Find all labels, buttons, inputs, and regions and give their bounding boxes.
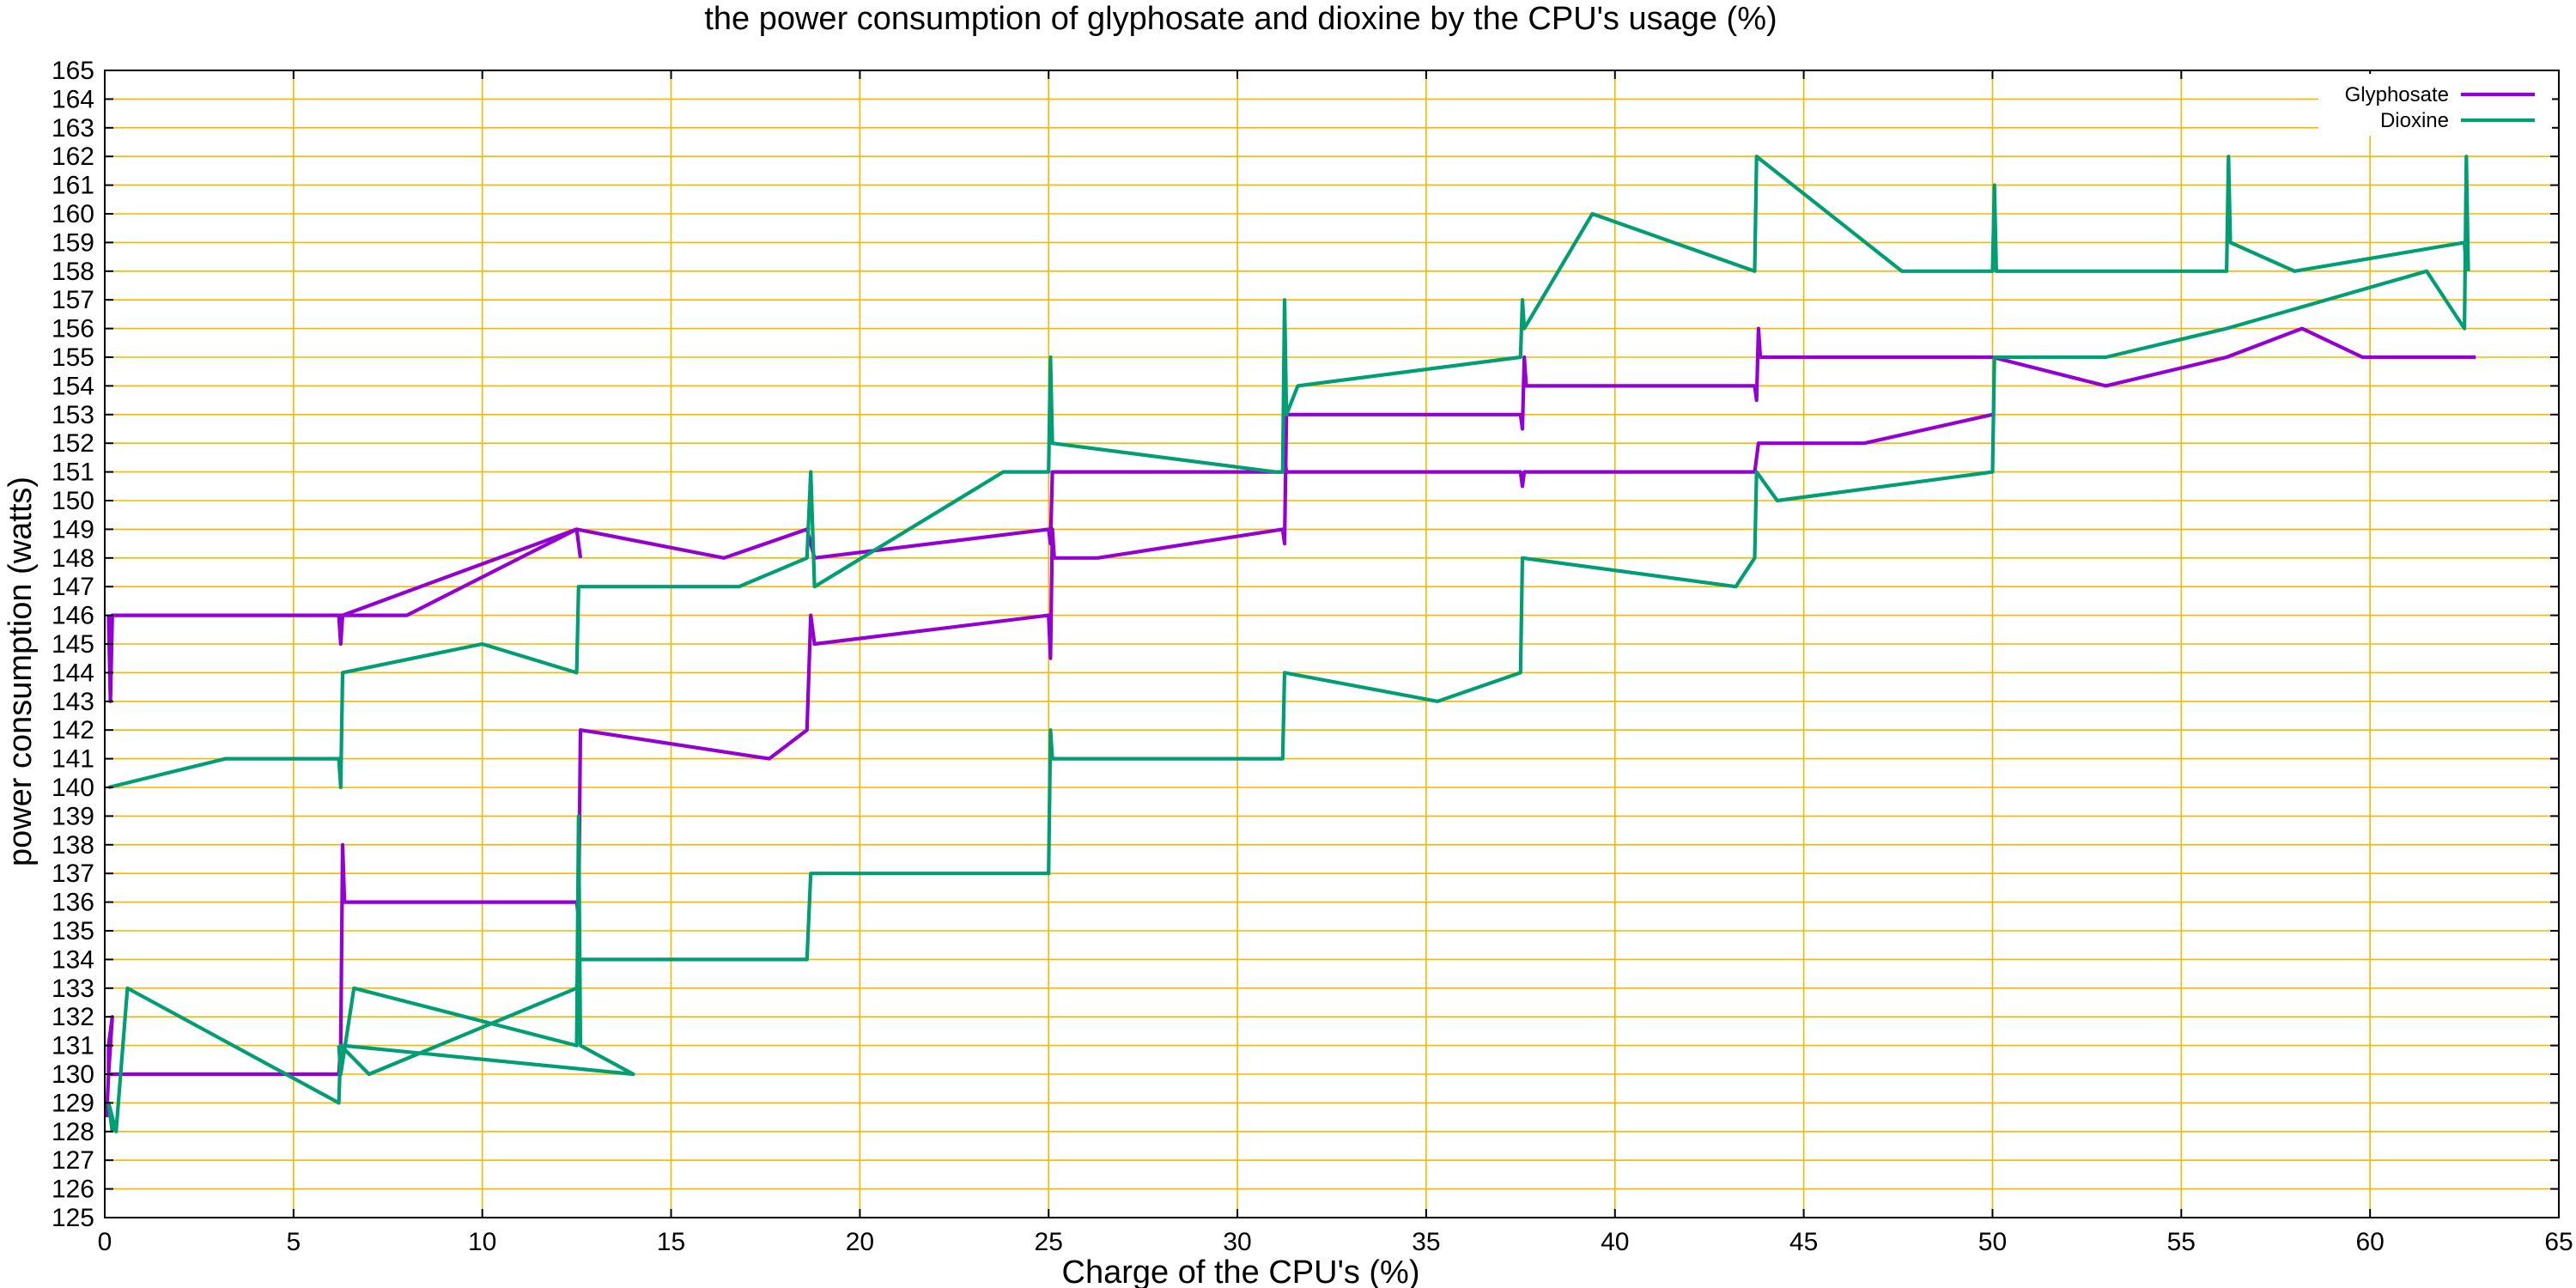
y-tick-label: 129 xyxy=(52,1089,94,1117)
y-tick-label: 145 xyxy=(52,630,94,659)
legend-box xyxy=(2318,74,2552,136)
y-tick-label: 160 xyxy=(52,200,94,228)
x-tick-label: 65 xyxy=(2544,1228,2573,1256)
y-tick-label: 138 xyxy=(52,831,94,860)
y-tick-label: 130 xyxy=(52,1060,94,1089)
y-tick-label: 159 xyxy=(52,228,94,257)
series-line-glyphosate xyxy=(105,326,2476,1118)
y-tick-label: 131 xyxy=(52,1032,94,1060)
y-tick-label: 149 xyxy=(52,515,94,544)
y-tick-label: 125 xyxy=(52,1204,94,1232)
y-tick-label: 162 xyxy=(52,143,94,171)
y-tick-label: 155 xyxy=(52,343,94,372)
grid-lines xyxy=(104,70,2560,1218)
legend-label-dioxine: Dioxine xyxy=(2380,109,2449,132)
legend-label-glyphosate: Glyphosate xyxy=(2345,83,2449,106)
x-tick-label: 60 xyxy=(2355,1228,2384,1256)
x-tick-label: 50 xyxy=(1978,1228,2007,1256)
x-tick-label: 45 xyxy=(1789,1228,1818,1256)
chart-title: the power consumption of glyphosate and … xyxy=(704,1,1777,37)
y-tick-label: 161 xyxy=(52,172,94,200)
y-tick-label: 132 xyxy=(52,1003,94,1031)
y-tick-label: 128 xyxy=(52,1118,94,1146)
y-tick-label: 142 xyxy=(52,716,94,744)
series-line-dioxine xyxy=(106,155,2470,1133)
x-tick-label: 0 xyxy=(98,1228,112,1256)
x-tick-label: 15 xyxy=(657,1228,685,1256)
y-tick-label: 134 xyxy=(52,945,94,974)
series-lines xyxy=(105,155,2476,1133)
x-tick-label: 30 xyxy=(1223,1228,1251,1256)
y-tick-label: 136 xyxy=(52,889,94,917)
y-tick-label: 141 xyxy=(52,745,94,774)
y-tick-label: 137 xyxy=(52,860,94,888)
x-tick-label: 35 xyxy=(1412,1228,1440,1256)
y-tick-label: 163 xyxy=(52,114,94,143)
y-axis-label: power consumption (watts) xyxy=(3,477,39,866)
y-tick-label: 150 xyxy=(52,487,94,515)
x-tick-label: 5 xyxy=(287,1228,301,1256)
y-tick-label: 158 xyxy=(52,258,94,286)
y-tick-label: 143 xyxy=(52,688,94,716)
x-tick-label: 25 xyxy=(1035,1228,1063,1256)
y-tick-label: 151 xyxy=(52,459,94,487)
y-tick-label: 146 xyxy=(52,602,94,630)
y-tick-label: 127 xyxy=(52,1146,94,1175)
y-tick-label: 156 xyxy=(52,315,94,343)
x-tick-label: 55 xyxy=(2167,1228,2196,1256)
axis-ticks: 0 5 10 15 20 25 30 35 40 45 50 55 60 65 12512612712812… xyxy=(52,57,2573,1256)
y-tick-label: 154 xyxy=(52,372,94,400)
y-tick-label: 165 xyxy=(52,57,94,85)
y-tick-label: 144 xyxy=(52,659,94,687)
x-tick-label: 40 xyxy=(1601,1228,1629,1256)
y-tick-label: 152 xyxy=(52,429,94,458)
y-tick-label: 148 xyxy=(52,544,94,573)
y-tick-label: 135 xyxy=(52,917,94,945)
y-tick-label: 153 xyxy=(52,401,94,429)
x-tick-label: 20 xyxy=(846,1228,874,1256)
y-tick-label: 147 xyxy=(52,573,94,601)
y-tick-label: 157 xyxy=(52,286,94,314)
legend: Glyphosate Dioxine xyxy=(2318,74,2552,136)
y-tick-label: 126 xyxy=(52,1176,94,1204)
y-tick-label: 164 xyxy=(52,85,94,113)
y-tick-label: 140 xyxy=(52,774,94,802)
x-axis-label: Charge of the CPU's (%) xyxy=(1062,1255,1420,1288)
y-tick-label: 133 xyxy=(52,975,94,1003)
x-tick-label: 10 xyxy=(468,1228,496,1256)
y-tick-label: 139 xyxy=(52,802,94,830)
